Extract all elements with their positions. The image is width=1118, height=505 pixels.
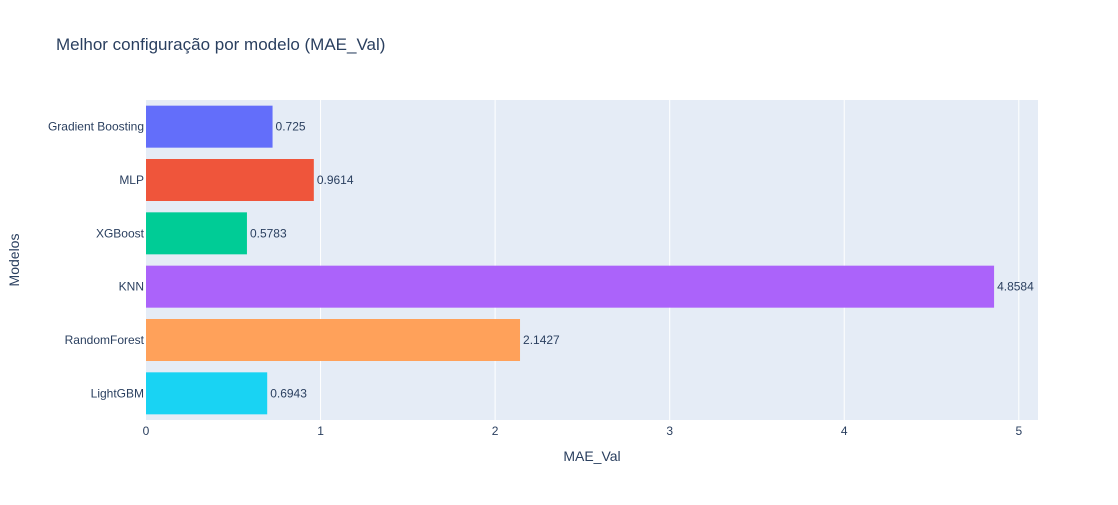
y-axis-title: Modelos [6,234,22,287]
data-labels: 0.725 0.9614 0.5783 4.8584 2.1427 0.6943 [250,120,1034,401]
bar-gradient-boosting[interactable] [146,105,273,148]
y-tick-label: RandomForest [65,333,145,347]
bar-value-label: 0.9614 [317,173,354,187]
y-tick-label: LightGBM [91,386,144,400]
x-tick-label: 2 [492,424,499,438]
bar-value-label: 0.5783 [250,226,287,240]
x-tick-label: 0 [143,424,150,438]
bar-xgboost[interactable] [146,212,247,255]
bar-value-label: 0.6943 [270,386,307,400]
y-tick-label: XGBoost [96,226,145,240]
bar-lightgbm[interactable] [146,372,268,415]
x-tick-label: 3 [666,424,673,438]
bar-randomforest[interactable] [146,319,521,361]
y-tick-label: MLP [119,173,144,187]
grid-lines [320,100,1020,420]
y-tick-label: Gradient Boosting [48,120,144,134]
y-tick-label: KNN [119,280,144,294]
bar-value-label: 4.8584 [997,280,1034,294]
plot-area [146,100,1038,420]
bar-value-label: 2.1427 [523,333,560,347]
chart-title: Melhor configuração por modelo (MAE_Val) [56,35,385,54]
bar-mlp[interactable] [146,159,314,201]
bar-value-label: 0.725 [276,120,306,134]
x-axis-tick-labels: 0 1 2 3 4 5 [143,424,1023,438]
y-axis-tick-labels: Gradient Boosting MLP XGBoost KNN RandomFore… [48,120,145,401]
bars [146,105,995,415]
x-tick-label: 5 [1015,424,1022,438]
x-tick-label: 4 [841,424,848,438]
x-tick-label: 1 [317,424,324,438]
x-axis-title: MAE_Val [563,448,620,464]
bar-knn[interactable] [146,265,995,308]
